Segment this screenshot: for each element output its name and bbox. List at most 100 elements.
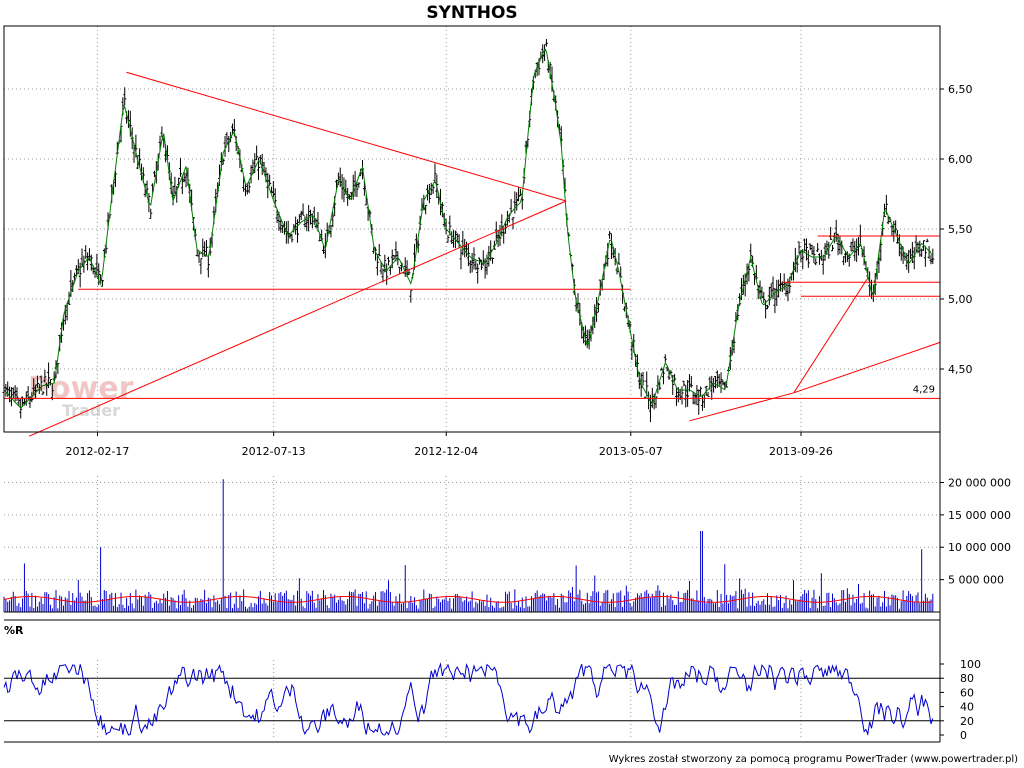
indicator-tick-label: 40 [960, 701, 974, 714]
price-bar [836, 233, 840, 256]
indicator-tick-label: 0 [960, 729, 967, 742]
volume-tick-label: 20 000 000 [948, 476, 1011, 489]
price-bar [700, 394, 704, 411]
price-bar [387, 256, 391, 266]
price-bar [424, 204, 428, 215]
price-bar [922, 240, 926, 251]
williams-r-line [3, 662, 934, 736]
price-bar [812, 246, 816, 264]
price-bar [461, 230, 465, 256]
price-bar [329, 225, 333, 238]
volume-bars [3, 479, 934, 612]
price-bar [290, 233, 294, 243]
price-bar [687, 374, 691, 392]
price-y-axis: 4,50 5,00 5,50 6,00 6,50 [940, 83, 973, 376]
price-bar [834, 219, 838, 242]
x-tick-label: 2013-05-07 [599, 445, 663, 458]
price-bar [173, 176, 177, 195]
indicator-tick-label: 100 [960, 658, 981, 671]
price-bar [491, 257, 495, 264]
price-bar [825, 240, 829, 255]
price-bar [474, 260, 478, 271]
price-bar [180, 175, 184, 195]
volume-grid [4, 481, 940, 581]
price-bar [647, 391, 651, 410]
x-tick-label: 2013-09-26 [769, 445, 833, 458]
volume-moving-average [3, 596, 933, 603]
price-trendlines: 4,29 [4, 71, 941, 437]
price-bar [318, 234, 322, 242]
price-bar [398, 266, 402, 274]
price-bar [245, 183, 249, 195]
price-bar [100, 279, 104, 287]
price-bar [225, 132, 229, 146]
price-bar [4, 384, 8, 397]
price-bar [894, 220, 898, 234]
price-bar [511, 217, 515, 230]
price-bar [279, 218, 283, 233]
price-bar [793, 247, 797, 272]
price-bar [667, 370, 671, 380]
price-bar [648, 394, 652, 423]
price-bar [923, 245, 927, 267]
price-bar [230, 123, 234, 134]
price-bar [255, 145, 259, 161]
price-bar [476, 263, 480, 284]
indicator-tick-label: 20 [960, 715, 974, 728]
price-bar [485, 254, 489, 275]
price-bar [303, 216, 307, 228]
price-bar [804, 238, 808, 261]
price-bar [375, 254, 379, 276]
price-bar [43, 369, 47, 383]
x-tick-label: 2012-02-17 [66, 445, 130, 458]
price-bar [674, 388, 678, 406]
price-grid [4, 26, 940, 739]
price-bar [713, 375, 717, 389]
price-bar [897, 234, 901, 257]
price-bar [470, 252, 474, 273]
price-bar [767, 286, 771, 306]
price-bar [641, 371, 645, 386]
volume-tick-label: 5 000 000 [948, 574, 1004, 587]
footer-credit: Wykres został stworzony za pomocą progra… [608, 754, 1018, 765]
price-bar [517, 186, 521, 202]
price-bar [459, 248, 463, 270]
price-bar [806, 250, 810, 268]
price-bar [388, 265, 392, 275]
price-bar [463, 238, 467, 258]
trendline [126, 71, 567, 202]
price-bar [821, 254, 825, 275]
price-bar [123, 87, 127, 106]
price-bar [717, 374, 721, 387]
trendline [28, 200, 567, 437]
price-bar [41, 391, 45, 395]
price-bar [9, 387, 13, 407]
indicator-grid [4, 677, 940, 722]
price-bar [429, 182, 433, 196]
price-bar [663, 354, 667, 363]
price-bar [810, 244, 814, 255]
price-bar [886, 215, 890, 225]
price-bar [920, 248, 924, 257]
price-bar [468, 260, 472, 274]
price-bar [693, 393, 697, 405]
price-bar [682, 380, 686, 387]
price-bar [544, 39, 548, 47]
price-bar [689, 376, 693, 388]
price-bar [583, 325, 587, 346]
indicator-tick-label: 60 [960, 686, 974, 699]
price-bar [32, 378, 36, 396]
price-bar [645, 371, 649, 397]
price-bar [784, 282, 788, 297]
price-close-line [3, 48, 934, 409]
price-tick-label: 6,50 [948, 83, 973, 96]
price-bar [721, 380, 725, 386]
price-bar [11, 387, 15, 399]
price-bar [78, 262, 82, 288]
price-bar [128, 110, 132, 137]
price-tick-label: 5,50 [948, 223, 973, 236]
price-bar [48, 379, 52, 386]
price-bar [448, 215, 452, 236]
price-bar [357, 182, 361, 188]
